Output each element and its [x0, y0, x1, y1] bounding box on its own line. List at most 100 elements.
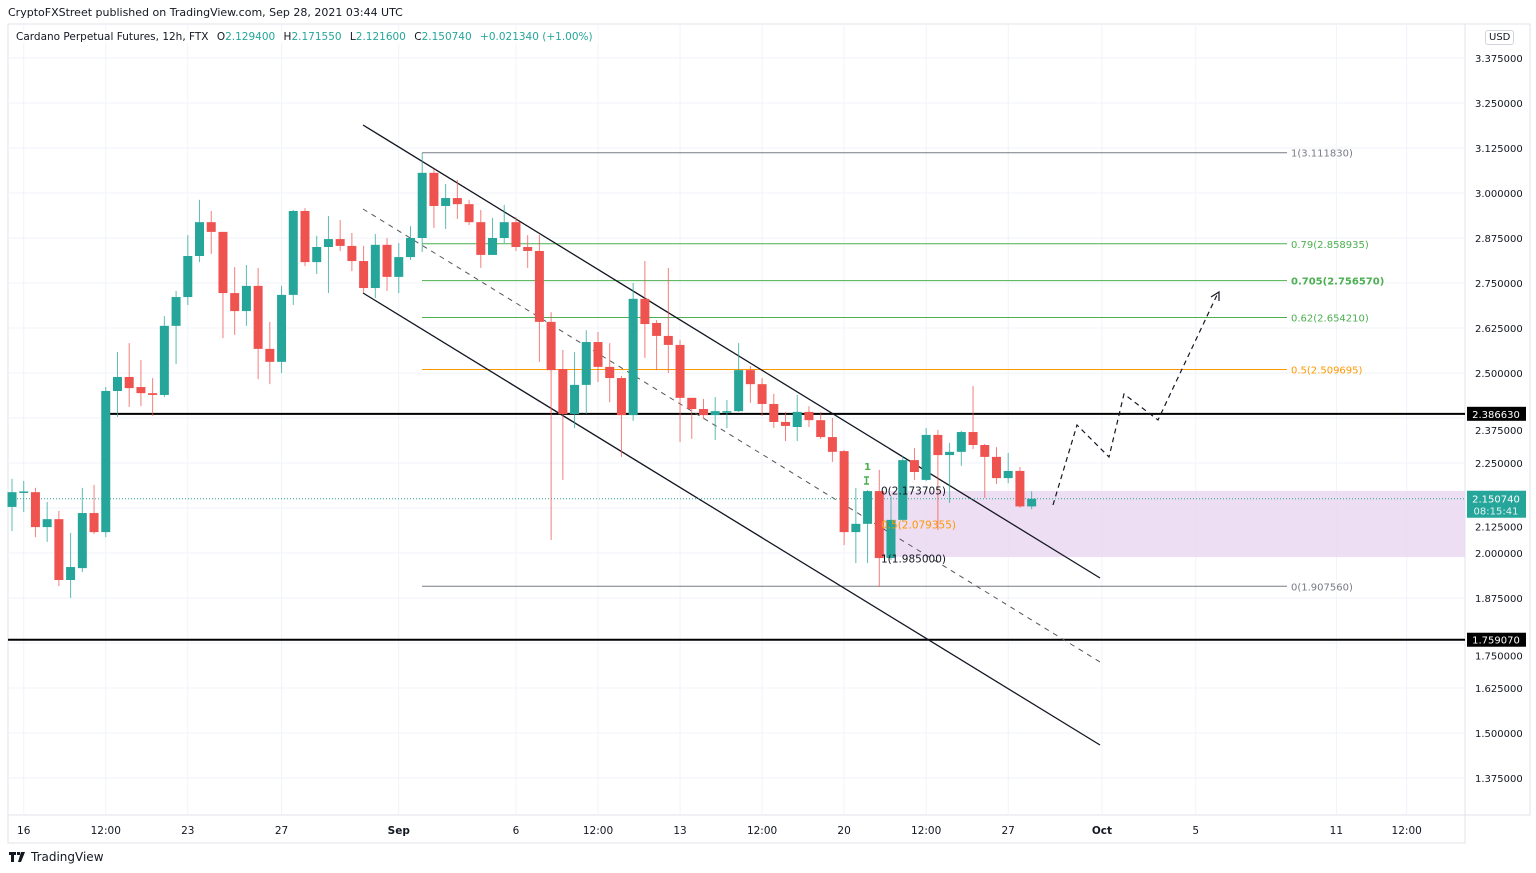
x-tick-label: 5 — [1192, 825, 1199, 837]
projection-arrow-icon — [1210, 290, 1220, 301]
candle-body — [359, 261, 369, 289]
candle-body — [77, 513, 87, 569]
candle-body — [312, 247, 322, 263]
candle — [792, 394, 802, 442]
candle — [652, 320, 662, 371]
candle — [101, 387, 111, 538]
candle-body — [499, 222, 509, 238]
tradingview-logo: TradingView — [9, 850, 104, 864]
candle — [605, 343, 615, 403]
y-tick-label: 1.375000 — [1475, 774, 1523, 785]
close-value: 2.150740 — [421, 31, 472, 43]
candle — [1015, 466, 1025, 508]
x-tick-label: 27 — [275, 825, 288, 837]
y-tick-label: 2.000000 — [1475, 549, 1523, 560]
y-tick-label: 1.750000 — [1475, 652, 1523, 663]
candle — [359, 245, 369, 294]
y-tick-label: 2.250000 — [1475, 459, 1523, 470]
candle — [476, 209, 486, 268]
candle — [816, 411, 826, 439]
candle-body — [933, 434, 943, 456]
tradingview-logo-icon — [9, 852, 25, 862]
low-value: 2.121600 — [355, 31, 406, 43]
x-tick-label: 12:00 — [911, 825, 941, 837]
currency-button[interactable]: USD — [1485, 30, 1515, 45]
candle-body — [792, 411, 802, 427]
candle — [54, 510, 64, 587]
candle — [886, 496, 896, 560]
candle — [781, 411, 791, 442]
candle-body — [277, 294, 287, 362]
candle-body — [886, 519, 896, 559]
candle-body — [488, 238, 498, 255]
candle — [687, 397, 697, 439]
candle-body — [968, 432, 978, 445]
candle-body — [382, 244, 392, 277]
fib-level-label: 0.5(2.509695) — [1291, 366, 1363, 377]
y-tick-label: 2.375000 — [1475, 426, 1523, 437]
y-tick-label: 2.125000 — [1475, 523, 1523, 534]
candle — [663, 267, 673, 373]
candle-body — [851, 523, 861, 533]
candle — [616, 375, 626, 457]
candle — [628, 283, 638, 421]
y-tick-label: 3.250000 — [1475, 99, 1523, 110]
candle — [745, 366, 755, 403]
candle — [335, 220, 345, 251]
candle-body — [429, 172, 439, 206]
candle — [991, 447, 1001, 484]
candle — [66, 532, 76, 598]
small-fib-label: 0(2.173705) — [881, 485, 946, 497]
candle — [675, 339, 685, 443]
y-tick-label: 2.625000 — [1475, 324, 1523, 335]
candle-body — [206, 222, 216, 232]
candle-body — [570, 384, 580, 415]
last-price-tag — [1467, 490, 1526, 518]
candle — [230, 267, 240, 335]
candle-body — [159, 325, 169, 395]
key-level-tag — [1467, 406, 1526, 421]
candle-body — [7, 492, 17, 507]
candle — [1003, 452, 1013, 484]
candle-body — [1003, 470, 1013, 479]
x-tick-label: 13 — [673, 825, 686, 837]
candle-body — [42, 519, 52, 528]
candle-body — [581, 342, 591, 385]
candle — [183, 235, 193, 305]
candle-body — [663, 335, 673, 345]
candle — [405, 226, 415, 260]
candle-body — [921, 434, 931, 480]
change-value: +0.021340 (+1.00%) — [480, 31, 593, 43]
x-tick-label: 6 — [513, 825, 520, 837]
candle-body — [1015, 470, 1025, 507]
x-tick-label: 11 — [1330, 825, 1343, 837]
candle-body — [136, 387, 146, 394]
candle-body — [722, 411, 732, 413]
candle-body — [769, 403, 779, 422]
candle — [581, 330, 591, 415]
candle — [722, 400, 732, 429]
candle — [277, 285, 287, 373]
candle-body — [19, 491, 29, 493]
y-tick-label: 3.000000 — [1475, 189, 1523, 200]
x-tick-label: 12:00 — [91, 825, 121, 837]
close-label: C — [414, 31, 422, 43]
candle — [499, 204, 509, 244]
candle-body — [640, 298, 650, 325]
candle-body — [956, 432, 966, 452]
candle-body — [675, 344, 685, 398]
candle — [429, 168, 439, 228]
candle — [980, 443, 990, 498]
time-axis — [7, 814, 1466, 844]
fib-level-label: 0(1.907560) — [1291, 582, 1353, 593]
high-label: H — [283, 31, 292, 43]
candle — [827, 418, 837, 462]
y-tick-label: 1.625000 — [1475, 684, 1523, 695]
candle-body — [253, 285, 263, 349]
candle — [218, 231, 228, 339]
candle — [698, 398, 708, 420]
candle-body — [898, 460, 908, 520]
candle-body — [288, 211, 298, 295]
fib-level-label: 1(3.111830) — [1291, 149, 1353, 160]
